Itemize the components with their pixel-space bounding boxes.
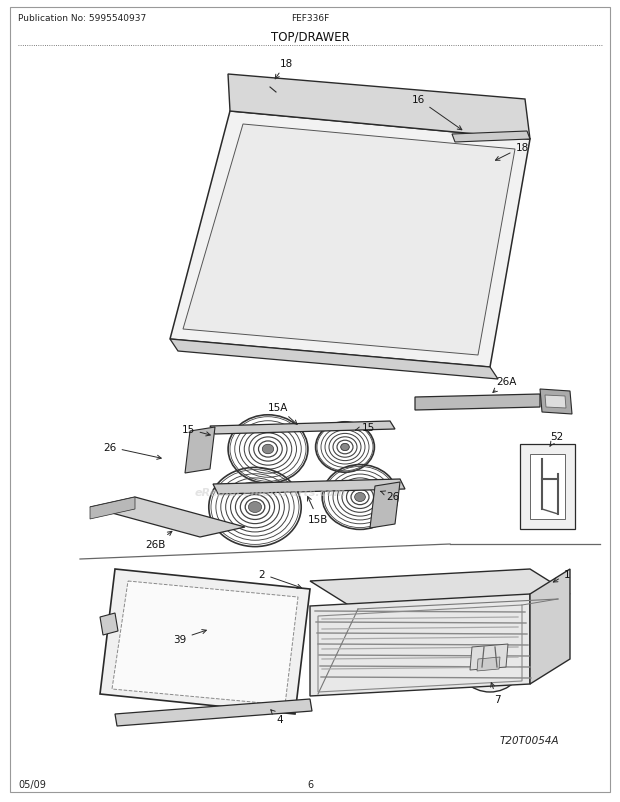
Polygon shape (90, 497, 135, 520)
Text: 26: 26 (104, 443, 161, 460)
Text: FEF336F: FEF336F (291, 14, 329, 23)
Polygon shape (183, 125, 515, 355)
Text: 18: 18 (495, 143, 529, 161)
Polygon shape (477, 657, 500, 671)
Text: 6: 6 (307, 779, 313, 789)
Polygon shape (470, 644, 508, 670)
Text: 4: 4 (271, 710, 283, 724)
Ellipse shape (376, 265, 464, 345)
Text: Publication No: 5995540937: Publication No: 5995540937 (18, 14, 146, 23)
Text: T20T0054A: T20T0054A (500, 735, 560, 745)
Polygon shape (530, 455, 565, 520)
Ellipse shape (265, 164, 365, 255)
Polygon shape (415, 395, 540, 411)
Polygon shape (210, 422, 395, 435)
Polygon shape (545, 395, 566, 408)
Polygon shape (310, 569, 570, 606)
Ellipse shape (249, 502, 262, 512)
Ellipse shape (355, 493, 365, 502)
Polygon shape (90, 497, 245, 537)
Polygon shape (540, 390, 572, 415)
Bar (263, 83, 271, 89)
Polygon shape (310, 594, 530, 696)
Text: 52: 52 (550, 431, 564, 447)
Ellipse shape (341, 444, 349, 451)
Polygon shape (100, 569, 310, 714)
Text: 26B: 26B (145, 532, 172, 549)
Polygon shape (185, 427, 215, 473)
Polygon shape (520, 444, 575, 529)
Polygon shape (228, 75, 530, 140)
Text: eReplacementParts.com: eReplacementParts.com (194, 488, 346, 497)
Polygon shape (112, 581, 298, 705)
Ellipse shape (262, 82, 272, 90)
Text: 05/09: 05/09 (18, 779, 46, 789)
Polygon shape (530, 569, 570, 684)
Ellipse shape (262, 444, 273, 454)
Text: 26: 26 (381, 492, 400, 501)
Text: 2: 2 (259, 569, 301, 589)
Ellipse shape (483, 160, 493, 168)
Text: 16: 16 (412, 95, 462, 131)
Text: 15: 15 (182, 424, 210, 436)
Text: 26A: 26A (493, 376, 516, 393)
Polygon shape (170, 111, 530, 367)
Text: TOP/DRAWER: TOP/DRAWER (270, 30, 350, 43)
Text: 15A: 15A (268, 403, 297, 425)
Polygon shape (100, 614, 118, 635)
Polygon shape (170, 339, 498, 379)
Text: 15: 15 (355, 423, 374, 432)
Polygon shape (370, 482, 400, 529)
Text: 18: 18 (275, 59, 293, 79)
Text: 7: 7 (490, 683, 500, 704)
Polygon shape (115, 699, 312, 726)
Circle shape (455, 622, 525, 692)
Polygon shape (213, 480, 405, 494)
Ellipse shape (261, 255, 349, 334)
Bar (484, 160, 492, 167)
Text: 39: 39 (174, 630, 206, 644)
Text: 1: 1 (553, 569, 570, 582)
Ellipse shape (383, 177, 477, 262)
Text: 15B: 15B (308, 497, 328, 525)
Polygon shape (452, 132, 530, 143)
